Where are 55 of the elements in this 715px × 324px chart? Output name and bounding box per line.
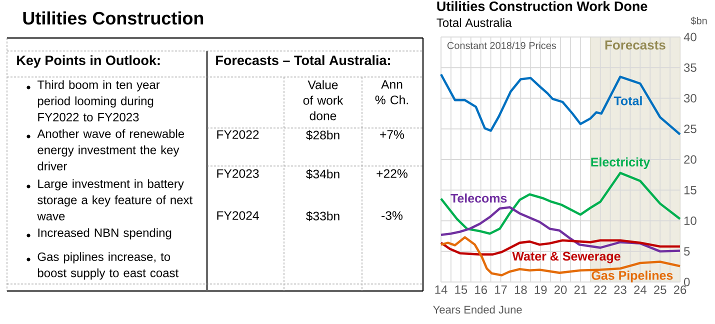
x-tick-label: 26	[674, 286, 686, 294]
text: Gas piplines increase, to boost supply to east coast	[38, 252, 179, 280]
text: Third boom in ten year period looming during FY2022 to FY2023	[37, 80, 160, 122]
x-tick-label: 19	[534, 286, 547, 294]
line-series	[440, 73, 682, 136]
line-series	[440, 206, 682, 253]
y-tick-label: 40	[684, 32, 696, 42]
text: Key Points in Outlook:	[17, 55, 160, 68]
y-axis-title: $bn	[690, 16, 707, 25]
series-label: Electricity	[591, 157, 650, 169]
text: Ann % Ch.	[375, 80, 408, 104]
x-tick-label: 18	[514, 286, 527, 294]
y-tick-label: 35	[684, 63, 696, 72]
y-tick-label: 20	[684, 155, 696, 164]
chart-title: Utilities Construction Work Done	[437, 1, 648, 12]
line-series	[440, 172, 682, 235]
x-tick-label: 21	[574, 286, 587, 294]
x-tick-label: 20	[554, 286, 567, 294]
y-tick-label: 15	[684, 186, 696, 194]
series-label: Gas Pipelines	[592, 270, 673, 282]
y-tick-label: 30	[684, 94, 696, 103]
text: -3%	[382, 211, 403, 220]
text: +7%	[380, 130, 404, 139]
x-tick-label: 16	[475, 286, 487, 294]
x-axis-title: Years Ended June	[433, 305, 522, 314]
text: +22%	[376, 169, 408, 178]
text: Another wave of renewable energy investment the key driver	[37, 129, 184, 170]
y-tick-label: 5	[684, 247, 690, 256]
x-tick-label: 22	[594, 286, 606, 294]
band-label: Forecasts	[605, 40, 666, 50]
text: FY2024	[217, 211, 259, 220]
x-tick-label: 17	[495, 286, 507, 294]
text: $28bn	[306, 130, 340, 140]
x-tick-label: 25	[654, 286, 666, 294]
text: FY2023	[217, 169, 259, 178]
x-tick-label: 24	[634, 286, 647, 294]
x-tick-label: 15	[455, 286, 468, 294]
series-label: Total	[614, 96, 642, 106]
series-label: Water & Sewerage	[512, 252, 620, 264]
text: Large investment in battery storage a key feature of next wave	[37, 179, 193, 220]
y-tick-label: 0	[684, 278, 690, 286]
x-tick-label: 23	[614, 286, 626, 294]
text: FY2022	[217, 130, 259, 139]
text: $33bn	[306, 211, 340, 222]
y-tick-label: 25	[684, 124, 696, 134]
text: Forecasts – Total Australia:	[216, 55, 390, 66]
series-label: Telecoms	[450, 193, 507, 203]
text: Value of work done	[303, 80, 344, 120]
x-tick-label: 14	[435, 286, 448, 294]
text: Utilities Construction	[23, 11, 204, 25]
chart-subtitle: Total Australia	[436, 18, 512, 28]
y-tick-label: 10	[684, 216, 696, 226]
annotation: Constant 2018/19 Prices	[447, 42, 556, 50]
text: $34bn	[306, 169, 340, 180]
text: Increased NBN spending	[38, 228, 172, 240]
